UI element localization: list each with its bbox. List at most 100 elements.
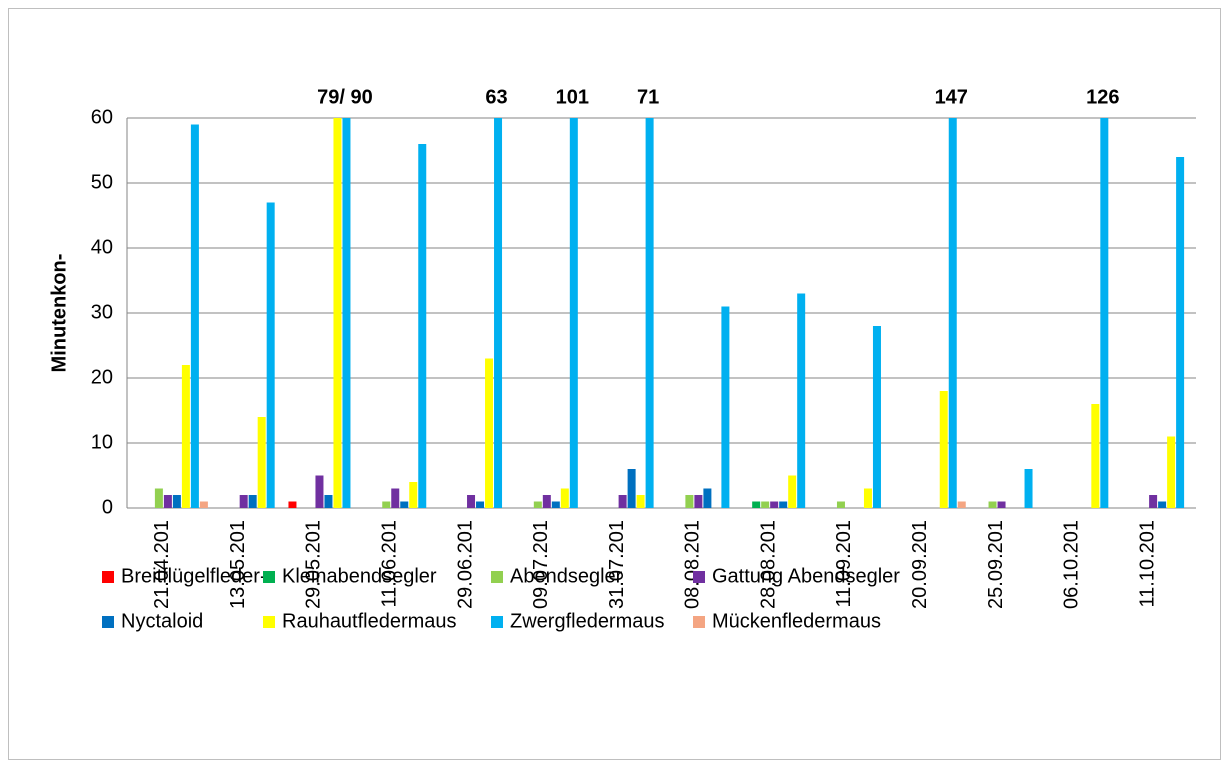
y-tick-label: 50 (91, 171, 113, 193)
legend-label: Abendsegler (510, 565, 623, 587)
bar (409, 482, 418, 508)
bar (752, 501, 761, 508)
y-tick-label: 30 (91, 301, 113, 323)
legend-label: Rauhautfledermaus (282, 610, 457, 632)
bar (957, 501, 966, 508)
bar (400, 501, 409, 508)
x-tick-label: 31.07.201 (606, 520, 628, 609)
bar (533, 501, 542, 508)
x-tick-label: 09.07.201 (530, 520, 552, 609)
x-tick-label: 29.05.201 (303, 520, 325, 609)
bar (476, 501, 485, 508)
x-tick-label: 11.06.201 (379, 520, 401, 608)
bar (1149, 495, 1158, 508)
y-tick-label: 60 (91, 106, 113, 128)
bar (836, 501, 845, 508)
bar (627, 469, 636, 508)
bar (257, 417, 266, 508)
bar (770, 501, 779, 508)
bar (324, 495, 333, 508)
bar (266, 202, 275, 508)
legend-swatch (263, 616, 275, 628)
bar (382, 501, 391, 508)
bar (485, 358, 494, 508)
bar (163, 495, 172, 508)
bar (467, 495, 476, 508)
bar (618, 495, 627, 508)
legend-swatch (263, 571, 275, 583)
annotation: 147 (935, 86, 968, 108)
x-tick-label: 21.04.201 (151, 520, 173, 609)
bar (391, 488, 400, 508)
y-tick-label: 0 (102, 496, 113, 518)
bar (569, 118, 578, 508)
bar (542, 495, 551, 508)
legend-swatch (491, 571, 503, 583)
bar (703, 488, 712, 508)
bar (560, 488, 569, 508)
x-tick-label: 29.06.201 (454, 520, 476, 609)
bar (872, 326, 881, 508)
legend-label: Mückenfledermaus (712, 610, 881, 632)
x-tick-label: 20.09.201 (909, 520, 931, 609)
annotation: 71 (637, 86, 659, 108)
bar (418, 144, 427, 508)
y-tick-label: 40 (91, 236, 113, 258)
bar (551, 501, 560, 508)
bar (248, 495, 257, 508)
y-tick-label: 20 (91, 366, 113, 388)
annotation: 126 (1086, 86, 1119, 108)
bar (685, 495, 694, 508)
bar (190, 124, 199, 508)
x-tick-label: 11.09.201 (833, 520, 855, 608)
x-tick-label: 25.09.201 (985, 520, 1007, 609)
x-tick-label: 11.10.201 (1136, 520, 1158, 608)
bar (288, 501, 297, 508)
legend-label: Breitflügelfleder- (121, 565, 267, 587)
bar (494, 118, 503, 508)
bar (181, 365, 190, 508)
bar (988, 501, 997, 508)
x-tick-label: 13.05.201 (227, 520, 249, 609)
bar (172, 495, 181, 508)
x-tick-label: 28.08.201 (757, 520, 779, 609)
legend-swatch (491, 616, 503, 628)
bar (199, 501, 208, 508)
chart-frame (8, 8, 1221, 760)
bar (645, 118, 654, 508)
legend-label: Gattung Abendsegler (712, 565, 900, 587)
y-tick-label: 10 (91, 431, 113, 453)
bar (761, 501, 770, 508)
bar (333, 118, 342, 508)
bar (788, 475, 797, 508)
bar (1100, 118, 1109, 508)
bar (1158, 501, 1167, 508)
x-tick-label: 06.10.201 (1061, 520, 1083, 609)
legend-swatch (102, 571, 114, 583)
bar (797, 293, 806, 508)
bar (863, 488, 872, 508)
bar (694, 495, 703, 508)
bar (1176, 157, 1185, 508)
bar (636, 495, 645, 508)
legend-label: Kleinabendsegler (282, 565, 437, 587)
bar (1167, 436, 1176, 508)
bar (315, 475, 324, 508)
bar (721, 306, 730, 508)
annotation: 79/ 90 (317, 86, 373, 108)
bar (948, 118, 957, 508)
x-tick-label: 08.08.201 (682, 520, 704, 609)
annotation: 63 (485, 86, 507, 108)
bar (342, 118, 351, 508)
legend-swatch (102, 616, 114, 628)
bar (239, 495, 248, 508)
annotation: 101 (556, 86, 589, 108)
y-axis-label: Minutenkon- (48, 254, 70, 373)
bar (779, 501, 788, 508)
bar (154, 488, 163, 508)
legend-label: Nyctaloid (121, 610, 203, 632)
legend-label: Zwergfledermaus (510, 610, 665, 632)
legend-swatch (693, 616, 705, 628)
bar (1091, 404, 1100, 508)
